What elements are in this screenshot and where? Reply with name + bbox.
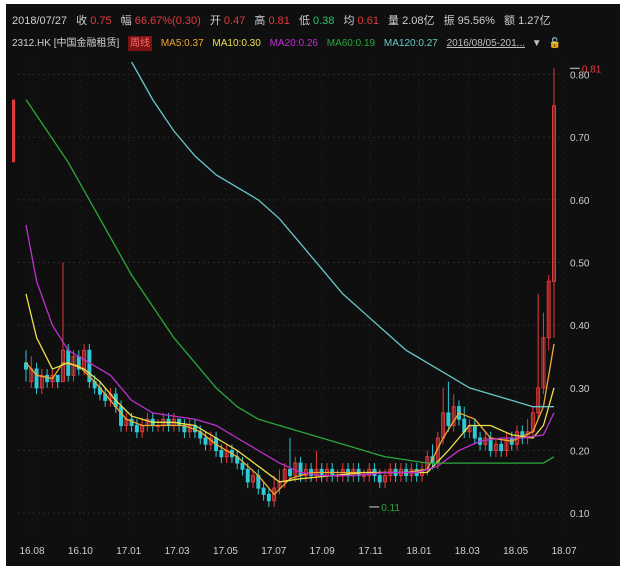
symbol-label[interactable]: 2312.HK [中国金融租赁] — [12, 38, 120, 49]
candle-body — [219, 450, 224, 458]
high-label: 高 — [254, 15, 266, 27]
candle-body — [272, 487, 277, 502]
candle-body — [245, 468, 250, 483]
x-tick-label: 18.07 — [551, 546, 576, 557]
candle-body — [55, 374, 60, 383]
candle-body — [288, 468, 292, 477]
x-tick-label: 18.01 — [406, 546, 431, 557]
ma5-label: MA5:0.37 — [160, 38, 204, 49]
candle-body — [39, 374, 44, 389]
ma-line-ma20 — [25, 224, 555, 477]
ma120-label: MA120:0.27 — [383, 38, 438, 49]
avg-label: 均 — [343, 15, 355, 27]
x-tick-label: 17.09 — [310, 546, 335, 557]
x-tick-label: 17.11 — [358, 546, 383, 557]
avg-value: 0.61 — [357, 15, 379, 27]
close-value: 0.75 — [90, 15, 112, 27]
volume-label: 量 — [388, 15, 400, 27]
chart-panel: 2018/07/27 收 0.75 幅 66.67%(0.30) 开 0.47 … — [6, 4, 620, 566]
x-tick-label: 16.10 — [68, 546, 93, 557]
ma60-label: MA60:0.19 — [326, 38, 376, 49]
left-edge-marker — [12, 99, 15, 163]
x-tick-label: 17.01 — [116, 546, 141, 557]
turnover-value: 1.27亿 — [518, 15, 551, 27]
low-label: 低 — [298, 15, 310, 27]
candle-body — [536, 387, 541, 414]
candle-body — [472, 424, 477, 439]
y-tick-label: 0.20 — [570, 447, 590, 458]
candle-body — [45, 374, 50, 383]
candle-body — [383, 475, 388, 483]
ma-line-ma60 — [25, 99, 555, 464]
close-label: 收 — [76, 15, 88, 27]
ma-line-ma5 — [25, 343, 555, 496]
y-tick-label: 0.60 — [570, 196, 590, 207]
candle-body — [34, 368, 39, 389]
volume-value: 2.08亿 — [402, 15, 435, 27]
candle-body — [87, 349, 92, 383]
open-value: 0.47 — [223, 15, 246, 27]
candle-body — [377, 475, 382, 483]
candlestick-chart: 0.80 0.70 0.60 0.50 0.40 0.30 0.20 0.10 16.08 16.… — [12, 61, 602, 557]
dropdown-icon[interactable]: ▼ — [531, 38, 542, 49]
candle-body — [546, 280, 551, 339]
ma10-label: MA10:0.30 — [212, 38, 261, 49]
turnover-label: 额 — [504, 15, 516, 27]
candle-body — [266, 493, 271, 502]
period-tag[interactable]: 周线 — [128, 36, 153, 51]
candle-body — [446, 412, 451, 426]
x-tick-label: 16.08 — [19, 546, 44, 557]
lock-icon[interactable]: 🔓 — [548, 38, 561, 49]
candle-body — [203, 437, 208, 445]
y-tick-label: 0.70 — [570, 133, 590, 144]
ma20-label: MA20:0.26 — [269, 38, 318, 49]
candle-body — [541, 337, 546, 389]
quote-header: 2018/07/27 收 0.75 幅 66.67%(0.30) 开 0.47 … — [12, 14, 551, 29]
date-range[interactable]: 2016/08/05-201... — [446, 38, 526, 49]
candle-body — [134, 424, 139, 433]
annotation-label: 0.11 — [381, 503, 400, 514]
date-value: 2018/07/27 — [12, 15, 68, 27]
open-label: 开 — [209, 15, 221, 27]
y-tick-label: 0.30 — [570, 384, 590, 395]
x-tick-label: 17.03 — [165, 546, 190, 557]
candle-body — [282, 468, 287, 483]
candle-body — [493, 443, 498, 452]
swing-value: 95.56% — [457, 15, 495, 27]
amp-value: 66.67%(0.30) — [134, 15, 201, 27]
candle-body — [251, 475, 256, 483]
indicator-bar: 2312.HK [中国金融租赁] 周线 MA5:0.37 MA10:0.30 M… — [12, 36, 561, 51]
candle-body — [451, 406, 456, 426]
x-tick-label: 18.05 — [503, 546, 528, 557]
candle-body — [261, 487, 266, 495]
x-tick-label: 17.05 — [213, 546, 238, 557]
x-tick-label: 18.03 — [455, 546, 480, 557]
amp-label: 幅 — [120, 15, 132, 27]
y-tick-label: 0.10 — [570, 509, 590, 520]
y-tick-label: 0.80 — [570, 71, 590, 82]
candle-body — [240, 462, 245, 470]
candle-body — [499, 443, 504, 452]
low-value: 0.38 — [313, 15, 335, 27]
high-value: 0.81 — [268, 15, 290, 27]
x-tick-label: 17.07 — [261, 546, 286, 557]
annotation-label: 0.81 — [582, 64, 602, 75]
ma-line-ma10 — [25, 293, 555, 483]
candle-body — [552, 105, 556, 282]
candle-body — [119, 406, 124, 426]
ma-line-ma120 — [131, 61, 554, 408]
swing-label: 振 — [443, 15, 455, 27]
candle-body — [298, 462, 303, 477]
candle-body — [361, 475, 366, 478]
y-tick-label: 0.50 — [570, 259, 590, 270]
y-tick-label: 0.40 — [570, 321, 590, 332]
